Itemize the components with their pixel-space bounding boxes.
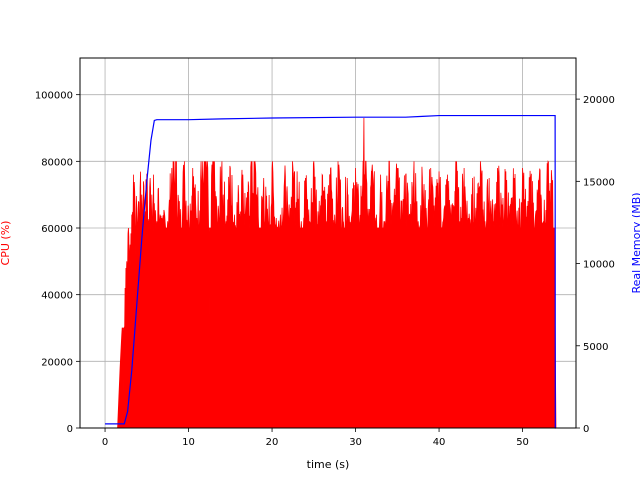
left-axis-label: CPU (%) (0, 221, 12, 266)
right-tick-label: 10000 (583, 260, 615, 271)
x-tick-label: 0 (102, 437, 108, 448)
left-tick-label: 100000 (35, 91, 73, 102)
left-axis-ticks: 0 20000 40000 60000 80000 100000 (35, 91, 80, 435)
right-tick-label: 0 (583, 424, 589, 435)
right-tick-label: 15000 (583, 177, 615, 188)
cpu-series (105, 117, 557, 429)
x-tick-label: 10 (182, 437, 195, 448)
x-tick-label: 40 (433, 437, 446, 448)
plot-frame (79, 57, 577, 429)
right-axis-label: Real Memory (MB) (630, 192, 640, 293)
x-tick-label: 50 (516, 437, 529, 448)
left-tick-label: 80000 (41, 157, 73, 168)
right-tick-label: 5000 (583, 342, 608, 353)
memory-series (105, 114, 556, 429)
x-axis-ticks: 0 10 20 30 40 50 (102, 428, 529, 448)
left-tick-label: 20000 (41, 357, 73, 368)
right-tick-label: 20000 (583, 95, 615, 106)
x-tick-label: 20 (266, 437, 279, 448)
left-tick-label: 60000 (41, 224, 73, 235)
left-tick-label: 40000 (41, 291, 73, 302)
x-tick-label: 30 (349, 437, 362, 448)
memory-line (105, 114, 556, 429)
x-axis-label: time (s) (307, 458, 350, 471)
left-tick-label: 0 (67, 424, 73, 435)
cpu-area (105, 117, 557, 429)
right-axis-ticks: 0 5000 10000 15000 20000 (576, 95, 615, 435)
